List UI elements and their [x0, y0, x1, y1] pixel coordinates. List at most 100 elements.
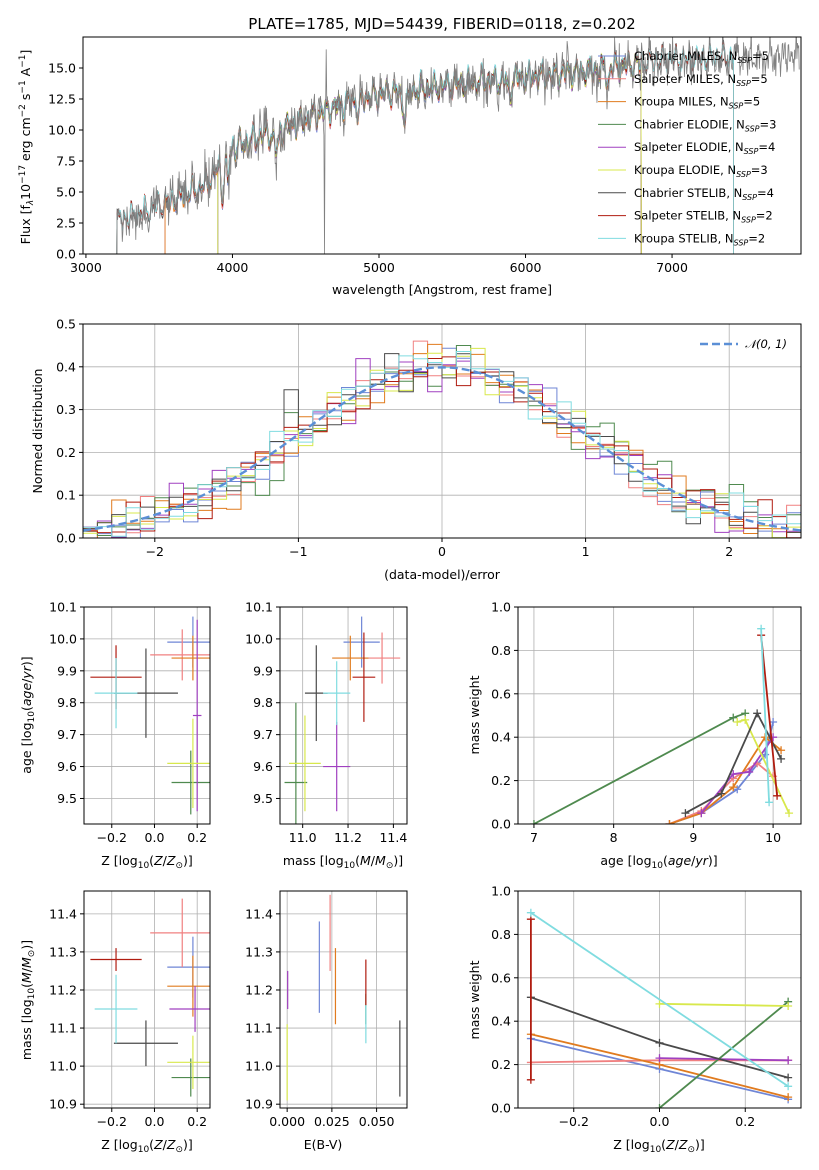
- weight-line-chabrier-stelib: [684, 711, 782, 814]
- y-tick-label: 9.5: [253, 791, 273, 806]
- x-tick-label: −0.2: [559, 1114, 589, 1129]
- axes-frame: [517, 606, 802, 825]
- y-tick-label: 11.2: [245, 982, 273, 997]
- x-tick-label: 7000: [656, 260, 688, 275]
- x-tick-label: 9: [689, 830, 697, 845]
- gaussian-curve: [83, 366, 801, 532]
- weight-line-kroupa-elodie: [659, 1002, 789, 1007]
- weight-line-salpeter-elodie: [659, 1057, 789, 1062]
- weight-marker-kroupa-stelib: [526, 908, 535, 917]
- legend-sub: SSP: [737, 56, 752, 65]
- y-tick-label: 0.1: [56, 488, 76, 503]
- spectrum-ylabel: Flux [fλ10−17 erg cm−2 s−1 A−1]: [18, 50, 36, 245]
- weight-age-xlabel: age [log10(age/yr)]: [600, 853, 717, 871]
- y-tick-label: 11.1: [49, 1021, 77, 1036]
- y-tick-label: 10.9: [245, 1097, 273, 1112]
- residual-ylabel: Normed distribution: [30, 369, 45, 494]
- y-tick-label: 9.9: [253, 663, 273, 678]
- y-tick-label: 11.4: [245, 906, 273, 921]
- weight-marker-kroupa-miles: [777, 746, 786, 755]
- x-tick-label: 7: [530, 830, 538, 845]
- legend-label-chabrier-miles: Chabrier MILES, NSSP=5: [634, 49, 769, 65]
- weight-marker-chabrier-stelib: [655, 1038, 664, 1047]
- age-z-ylabel: age [log10(age/yr)]: [19, 656, 37, 773]
- y-tick-label: 1.0: [491, 884, 511, 899]
- y-tick-label: 0.2: [491, 1057, 511, 1072]
- weight-marker-chabrier-stelib: [777, 754, 786, 763]
- legend-value: =5: [751, 72, 768, 86]
- x-tick-label: −0.2: [97, 830, 127, 845]
- y-tick-label: 0.3: [56, 402, 76, 417]
- weight-z-xlabel: Z [log10(Z/Z⊙)]: [613, 1137, 705, 1155]
- legend-text: Salpeter STELIB, N: [634, 209, 741, 223]
- y-tick-label: 0.0: [491, 817, 511, 832]
- weight-lines: [529, 624, 794, 824]
- weight-line-salpeter-stelib: [760, 635, 778, 796]
- axes-frame: [82, 323, 802, 539]
- legend-sub: SSP: [736, 79, 751, 88]
- x-tick-label: 11.4: [379, 830, 407, 845]
- weight-marker-kroupa-miles: [784, 1093, 793, 1102]
- legend-text: Kroupa MILES, N: [634, 95, 729, 109]
- legend-label-salpeter-miles: Salpeter MILES, NSSP=5: [634, 72, 768, 88]
- y-tick-label: 0.0: [56, 247, 76, 262]
- weight-marker-salpeter-stelib: [773, 791, 782, 800]
- error-bars: [90, 616, 210, 815]
- y-tick-label: 9.7: [57, 727, 77, 742]
- mass-ebv-xlabel: E(B-V): [304, 1137, 343, 1152]
- legend-text: Kroupa STELIB, N: [634, 231, 734, 245]
- x-tick-label: 11.2: [334, 830, 362, 845]
- weight-marker-kroupa-elodie: [655, 999, 664, 1008]
- legend-value: =5: [752, 49, 769, 63]
- legend-sub: SSP: [745, 124, 760, 133]
- x-tick-label: 11.0: [289, 830, 317, 845]
- x-tick-label: 0.2: [187, 1114, 207, 1129]
- y-tick-label: 10.0: [48, 123, 76, 138]
- legend-value: =4: [758, 140, 775, 154]
- legend-text: Chabrier STELIB, N: [634, 186, 742, 200]
- weight-marker-chabrier-elodie: [655, 1104, 664, 1108]
- legend-label-kroupa-miles: Kroupa MILES, NSSP=5: [634, 95, 760, 111]
- legend-text: Kroupa ELODIE, N: [634, 163, 736, 177]
- y-tick-label: 11.0: [49, 1059, 77, 1074]
- legend-sub: SSP: [734, 238, 749, 247]
- observed-spectrum: [116, 37, 800, 254]
- error-bars: [284, 616, 401, 824]
- age-mass-xlabel: mass [log10(M/M⊙)]: [283, 853, 403, 871]
- weight-marker-kroupa-elodie: [784, 1002, 793, 1011]
- weight-marker-kroupa-stelib: [765, 798, 774, 807]
- weight-marker-kroupa-stelib: [757, 624, 766, 633]
- legend-value: =3: [760, 117, 777, 131]
- y-tick-label: 1.0: [491, 600, 511, 615]
- x-tick-label: 0.0: [145, 830, 165, 845]
- error-bars: [286, 894, 401, 1101]
- spectrum-panel: PLATE=1785, MJD=54439, FIBERID=0118, z=0…: [18, 15, 802, 297]
- x-tick-label: 0.025: [314, 1114, 350, 1129]
- y-tick-label: 11.0: [245, 1059, 273, 1074]
- x-tick-label: 0.050: [359, 1114, 395, 1129]
- x-tick-label: 0: [438, 544, 446, 559]
- legend-label-kroupa-elodie: Kroupa ELODIE, NSSP=3: [634, 163, 768, 179]
- legend-value: =4: [757, 186, 774, 200]
- y-tick-label: 0.2: [491, 773, 511, 788]
- legend-label-gaussian: 𝒩(0, 1): [745, 337, 787, 351]
- y-tick-label: 0.4: [491, 1014, 511, 1029]
- legend-text: Chabrier ELODIE, N: [634, 117, 745, 131]
- residual-xlabel: (data-model)/error: [384, 567, 501, 582]
- legend-label-chabrier-stelib: Chabrier STELIB, NSSP=4: [634, 186, 774, 202]
- legend-value: =3: [751, 163, 768, 177]
- weight-marker-kroupa-miles: [665, 820, 674, 824]
- y-tick-label: 0.0: [56, 531, 76, 546]
- y-tick-label: 9.7: [253, 727, 273, 742]
- legend-text: Salpeter ELODIE, N: [634, 140, 744, 154]
- legend-label-kroupa-stelib: Kroupa STELIB, NSSP=2: [634, 231, 765, 247]
- error-bars: [90, 898, 210, 1097]
- weight-marker-chabrier-stelib: [717, 789, 726, 798]
- weight-lines: [526, 908, 793, 1108]
- y-tick-label: 11.3: [49, 944, 77, 959]
- weight-marker-salpeter-elodie: [655, 1054, 664, 1063]
- legend-sub: SSP: [742, 193, 757, 202]
- histograms: [83, 340, 801, 538]
- x-tick-label: −2: [146, 544, 164, 559]
- y-tick-label: 0.8: [491, 643, 511, 658]
